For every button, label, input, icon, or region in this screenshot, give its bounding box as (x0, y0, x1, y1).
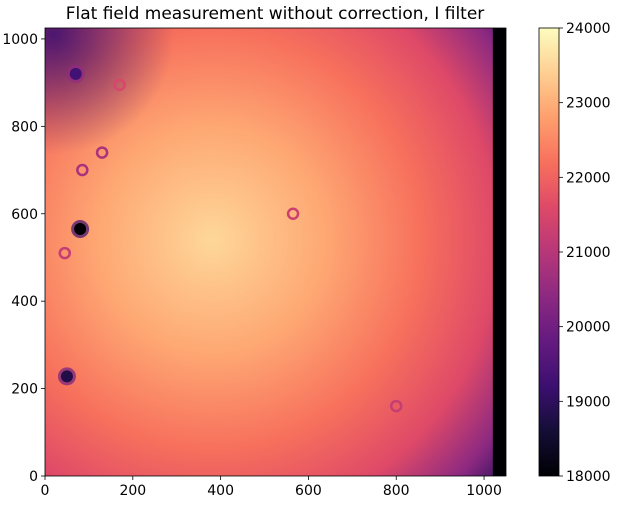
colorbar: 18000 19000 20000 21000 22000 23000 24000 (538, 21, 611, 485)
colorbar-tick-label: 23000 (566, 96, 611, 112)
colorbar-tick-label: 19000 (566, 394, 611, 410)
x-tick-label: 400 (207, 483, 234, 499)
y-tick-label: 800 (11, 119, 38, 135)
x-axis: 0 200 400 600 800 1000 (41, 476, 502, 499)
colorbar-tick-label: 18000 (566, 469, 611, 485)
dark-spot-8 (69, 67, 82, 80)
y-tick-label: 200 (11, 382, 38, 398)
y-tick-label: 600 (11, 207, 38, 223)
chart-title: Flat field measurement without correctio… (66, 4, 485, 24)
dark-spot-0 (74, 223, 87, 236)
dust-ring-6 (389, 399, 403, 413)
corner-vignette (45, 28, 225, 178)
y-tick-label: 0 (29, 469, 38, 485)
x-tick-label: 1000 (466, 483, 502, 499)
colorbar-tick-label: 22000 (566, 170, 611, 186)
dead-columns-strip (492, 28, 506, 476)
dust-ring-7 (113, 78, 126, 92)
colorbar-tick-label: 21000 (566, 245, 611, 261)
y-tick-label: 1000 (2, 32, 38, 48)
dust-ring-5 (286, 207, 300, 221)
y-axis: 0 200 400 600 800 1000 (2, 32, 45, 485)
colorbar-tick-label: 24000 (566, 21, 611, 37)
dust-ring-4 (58, 246, 72, 260)
dust-ring-3 (76, 163, 89, 177)
dark-spot-1 (60, 370, 73, 383)
x-tick-label: 600 (295, 483, 322, 499)
x-tick-label: 0 (41, 483, 50, 499)
x-tick-label: 200 (119, 483, 146, 499)
plot-area (44, 27, 507, 477)
plot-frame (44, 27, 507, 477)
x-tick-label: 800 (383, 483, 410, 499)
colorbar-tick-label: 20000 (566, 320, 611, 336)
colorbar-gradient (538, 27, 560, 477)
dust-ring-2 (95, 146, 109, 159)
y-tick-label: 400 (11, 294, 38, 310)
